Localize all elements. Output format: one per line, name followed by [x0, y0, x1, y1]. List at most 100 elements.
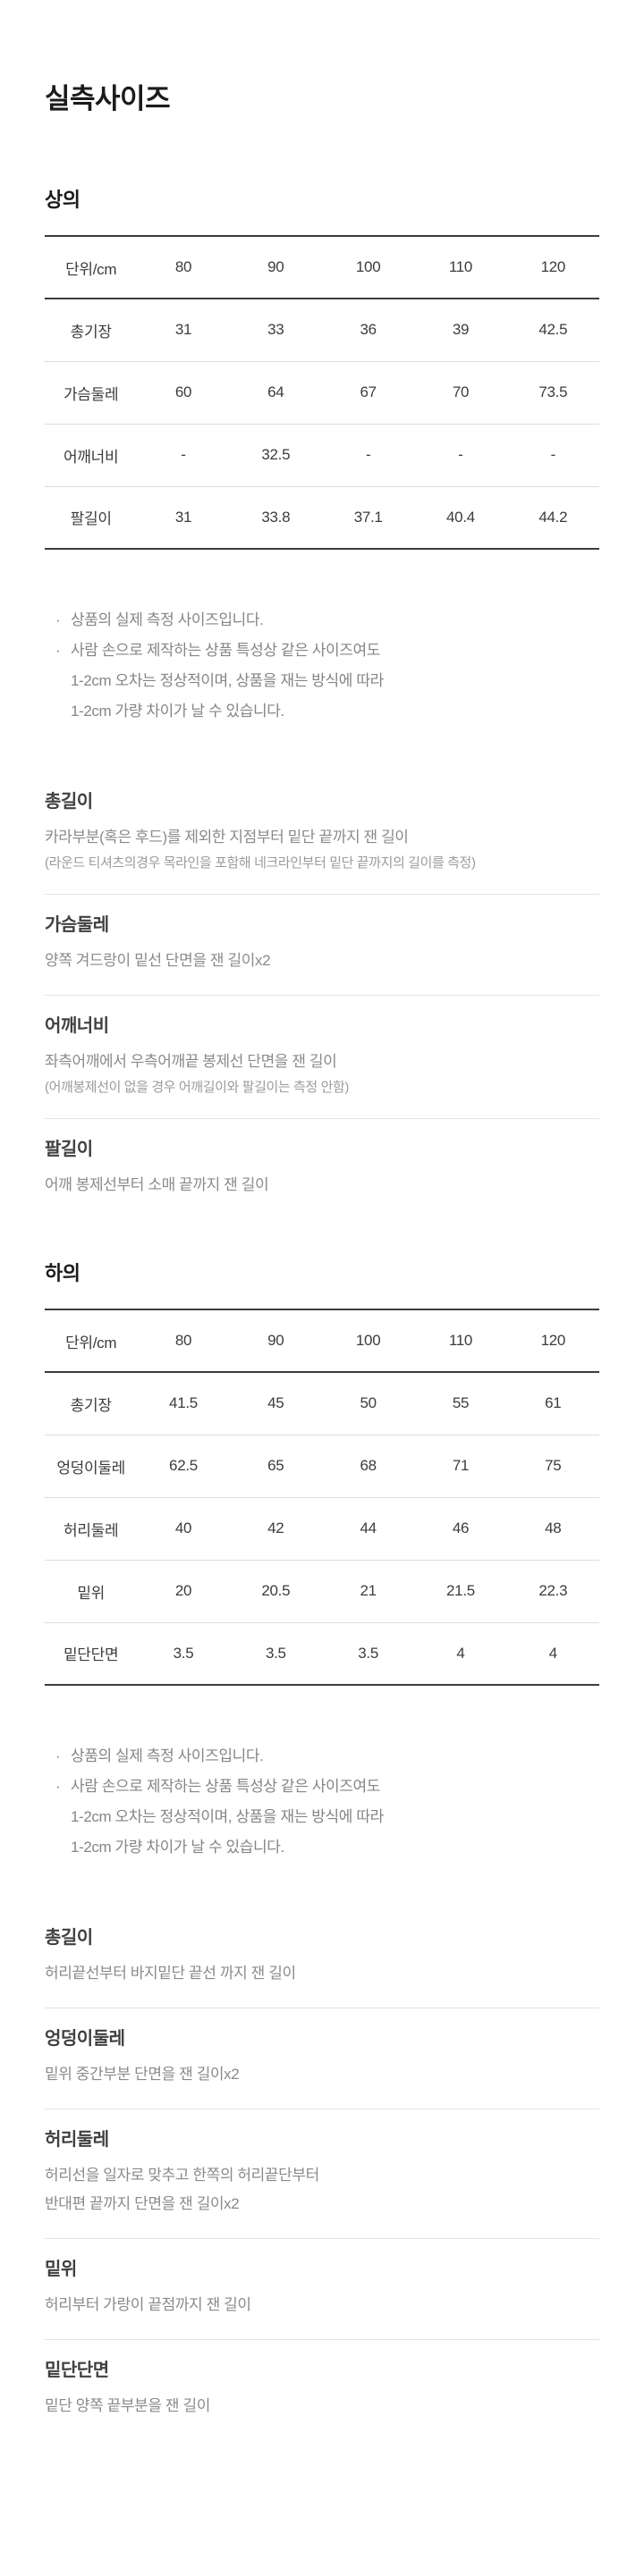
- value-cell: 33: [267, 321, 284, 339]
- value-cell: 42.5: [538, 321, 568, 339]
- page-title: 실측사이즈: [45, 83, 171, 114]
- note-item: · 상품의 실제 측정 사이즈입니다.: [45, 1741, 599, 1772]
- size-header-cell: 120: [540, 258, 566, 275]
- glossary-term: 어깨너비: [45, 1016, 109, 1036]
- value-cell: 44: [360, 1520, 377, 1536]
- value-cell: 60: [174, 383, 192, 400]
- value-cell: 3.5: [265, 1644, 286, 1662]
- glossary-term: 팔길이: [45, 1140, 93, 1159]
- value-cell: 44.2: [538, 508, 568, 526]
- glossary-desc: 좌측어깨에서 우측어깨끝 봉제선 단면을 잰 길이: [45, 1053, 337, 1070]
- glossary-bottoms: 총길이 허리끝선부터 바지밑단 끝선 까지 잰 길이 엉덩이둘레 밑위 중간부분…: [45, 1927, 599, 2420]
- value-cell: 4: [548, 1644, 557, 1662]
- note-text: 상품의 실제 측정 사이즈입니다.: [71, 611, 264, 628]
- value-cell: 67: [360, 383, 377, 400]
- glossary-item: 총길이 카라부분(혹은 후드)를 제외한 지점부터 밑단 끝까지 잰 길이 (라…: [45, 791, 599, 895]
- glossary-desc: 허리끝선부터 바지밑단 끝선 까지 잰 길이: [45, 1965, 296, 1982]
- value-cell: 55: [452, 1394, 470, 1412]
- unit-header-cell: 단위/cm: [65, 260, 117, 278]
- row-label-cell: 엉덩이둘레: [56, 1459, 126, 1477]
- value-cell: 22.3: [538, 1582, 568, 1599]
- value-cell: 71: [452, 1457, 470, 1474]
- value-cell: 62.5: [169, 1457, 198, 1474]
- value-cell: 31: [174, 508, 192, 526]
- size-header-cell: 100: [355, 258, 381, 275]
- size-header-cell: 90: [267, 258, 284, 275]
- row-label-cell: 허리둘레: [63, 1521, 119, 1539]
- value-cell: -: [181, 446, 186, 463]
- note-item: · 사람 손으로 제작하는 상품 특성상 같은 사이즈여도 1-2cm 오차는 …: [45, 636, 599, 727]
- value-cell: 42: [267, 1520, 284, 1536]
- bullet-icon: ·: [55, 611, 61, 628]
- glossary-desc: 허리선을 일자로 맞추고 한쪽의 허리끝단부터 반대편 끝까지 단면을 잰 길이…: [45, 2167, 319, 2212]
- value-cell: 21: [360, 1582, 377, 1599]
- table-row: 총기장 41.5 45 50 55 61: [45, 1372, 599, 1435]
- row-label-cell: 밑단단면: [63, 1646, 119, 1664]
- glossary-item: 어깨너비 좌측어깨에서 우측어깨끝 봉제선 단면을 잰 길이 (어깨봉제선이 없…: [45, 996, 599, 1119]
- glossary-term: 밑단단면: [45, 2361, 109, 2380]
- glossary-desc: 양쪽 겨드랑이 밑선 단면을 잰 길이x2: [45, 952, 271, 969]
- glossary-tops: 총길이 카라부분(혹은 후드)를 제외한 지점부터 밑단 끝까지 잰 길이 (라…: [45, 791, 599, 1200]
- row-label-cell: 가슴둘레: [63, 385, 119, 403]
- value-cell: 70: [452, 383, 470, 400]
- value-cell: 40.4: [446, 508, 475, 526]
- value-cell: 31: [174, 321, 192, 339]
- note-text: 상품의 실제 측정 사이즈입니다.: [71, 1747, 264, 1764]
- section-heading-bottoms: 하의: [45, 1262, 80, 1284]
- table-row: 총기장 31 33 36 39 42.5: [45, 299, 599, 361]
- value-cell: -: [365, 446, 371, 463]
- size-header-cell: 90: [267, 1332, 284, 1349]
- glossary-term: 허리둘레: [45, 2130, 109, 2150]
- glossary-note: (어깨봉제선이 없을 경우 어깨길이와 팔길이는 측정 안함): [45, 1080, 349, 1095]
- row-label-cell: 어깨너비: [63, 448, 119, 466]
- value-cell: 41.5: [169, 1394, 198, 1412]
- value-cell: 48: [545, 1520, 562, 1536]
- size-header-cell: 100: [355, 1332, 381, 1349]
- note-text: 사람 손으로 제작하는 상품 특성상 같은 사이즈여도 1-2cm 오차는 정상…: [71, 642, 384, 720]
- glossary-term: 엉덩이둘레: [45, 2029, 125, 2049]
- value-cell: 50: [360, 1394, 377, 1412]
- bullet-icon: ·: [55, 642, 61, 659]
- glossary-note: (라운드 티셔츠의경우 목라인을 포함해 네크라인부터 밑단 끝까지의 길이를 …: [45, 855, 476, 871]
- value-cell: 3.5: [173, 1644, 194, 1662]
- value-cell: 45: [267, 1394, 284, 1412]
- table-row: 어깨너비 - 32.5 - - -: [45, 424, 599, 486]
- table-row: 팔길이 31 33.8 37.1 40.4 44.2: [45, 486, 599, 549]
- glossary-term: 가슴둘레: [45, 915, 109, 935]
- glossary-item: 총길이 허리끝선부터 바지밑단 끝선 까지 잰 길이: [45, 1927, 599, 2008]
- value-cell: 75: [545, 1457, 562, 1474]
- table-header-row: 단위/cm 80 90 100 110 120: [45, 236, 599, 299]
- value-cell: 61: [545, 1394, 562, 1412]
- section-heading-tops: 상의: [45, 189, 80, 211]
- value-cell: 33.8: [261, 508, 291, 526]
- notes-list: · 상품의 실제 측정 사이즈입니다. · 사람 손으로 제작하는 상품 특성상…: [45, 1741, 599, 1863]
- table-header-row: 단위/cm 80 90 100 110 120: [45, 1309, 599, 1372]
- size-header-cell: 80: [174, 258, 192, 275]
- table-row: 밑단단면 3.5 3.5 3.5 4 4: [45, 1622, 599, 1685]
- note-text: 사람 손으로 제작하는 상품 특성상 같은 사이즈여도 1-2cm 오차는 정상…: [71, 1778, 384, 1856]
- value-cell: 20: [174, 1582, 192, 1599]
- bullet-icon: ·: [55, 1747, 61, 1764]
- size-header-cell: 110: [448, 1332, 473, 1349]
- glossary-term: 총길이: [45, 1928, 93, 1948]
- note-item: · 상품의 실제 측정 사이즈입니다.: [45, 605, 599, 636]
- table-row: 밑위 20 20.5 21 21.5 22.3: [45, 1560, 599, 1622]
- value-cell: -: [550, 446, 556, 463]
- notes-list: · 상품의 실제 측정 사이즈입니다. · 사람 손으로 제작하는 상품 특성상…: [45, 605, 599, 727]
- value-cell: 39: [452, 321, 470, 339]
- size-header-cell: 120: [540, 1332, 566, 1349]
- value-cell: 65: [267, 1457, 284, 1474]
- size-header-cell: 80: [174, 1332, 192, 1349]
- glossary-item: 팔길이 어깨 봉제선부터 소매 끝까지 잰 길이: [45, 1119, 599, 1200]
- table-row: 가슴둘레 60 64 67 70 73.5: [45, 361, 599, 424]
- value-cell: 20.5: [261, 1582, 291, 1599]
- size-table-bottoms: 단위/cm 80 90 100 110 120 총기장 41.5 45 50 5…: [45, 1309, 599, 1686]
- value-cell: 3.5: [358, 1644, 379, 1662]
- row-label-cell: 총기장: [70, 323, 112, 341]
- value-cell: -: [458, 446, 463, 463]
- row-label-cell: 팔길이: [70, 510, 112, 528]
- value-cell: 46: [452, 1520, 470, 1536]
- glossary-desc: 밑위 중간부분 단면을 잰 길이x2: [45, 2066, 240, 2083]
- table-row: 엉덩이둘레 62.5 65 68 71 75: [45, 1435, 599, 1497]
- value-cell: 40: [174, 1520, 192, 1536]
